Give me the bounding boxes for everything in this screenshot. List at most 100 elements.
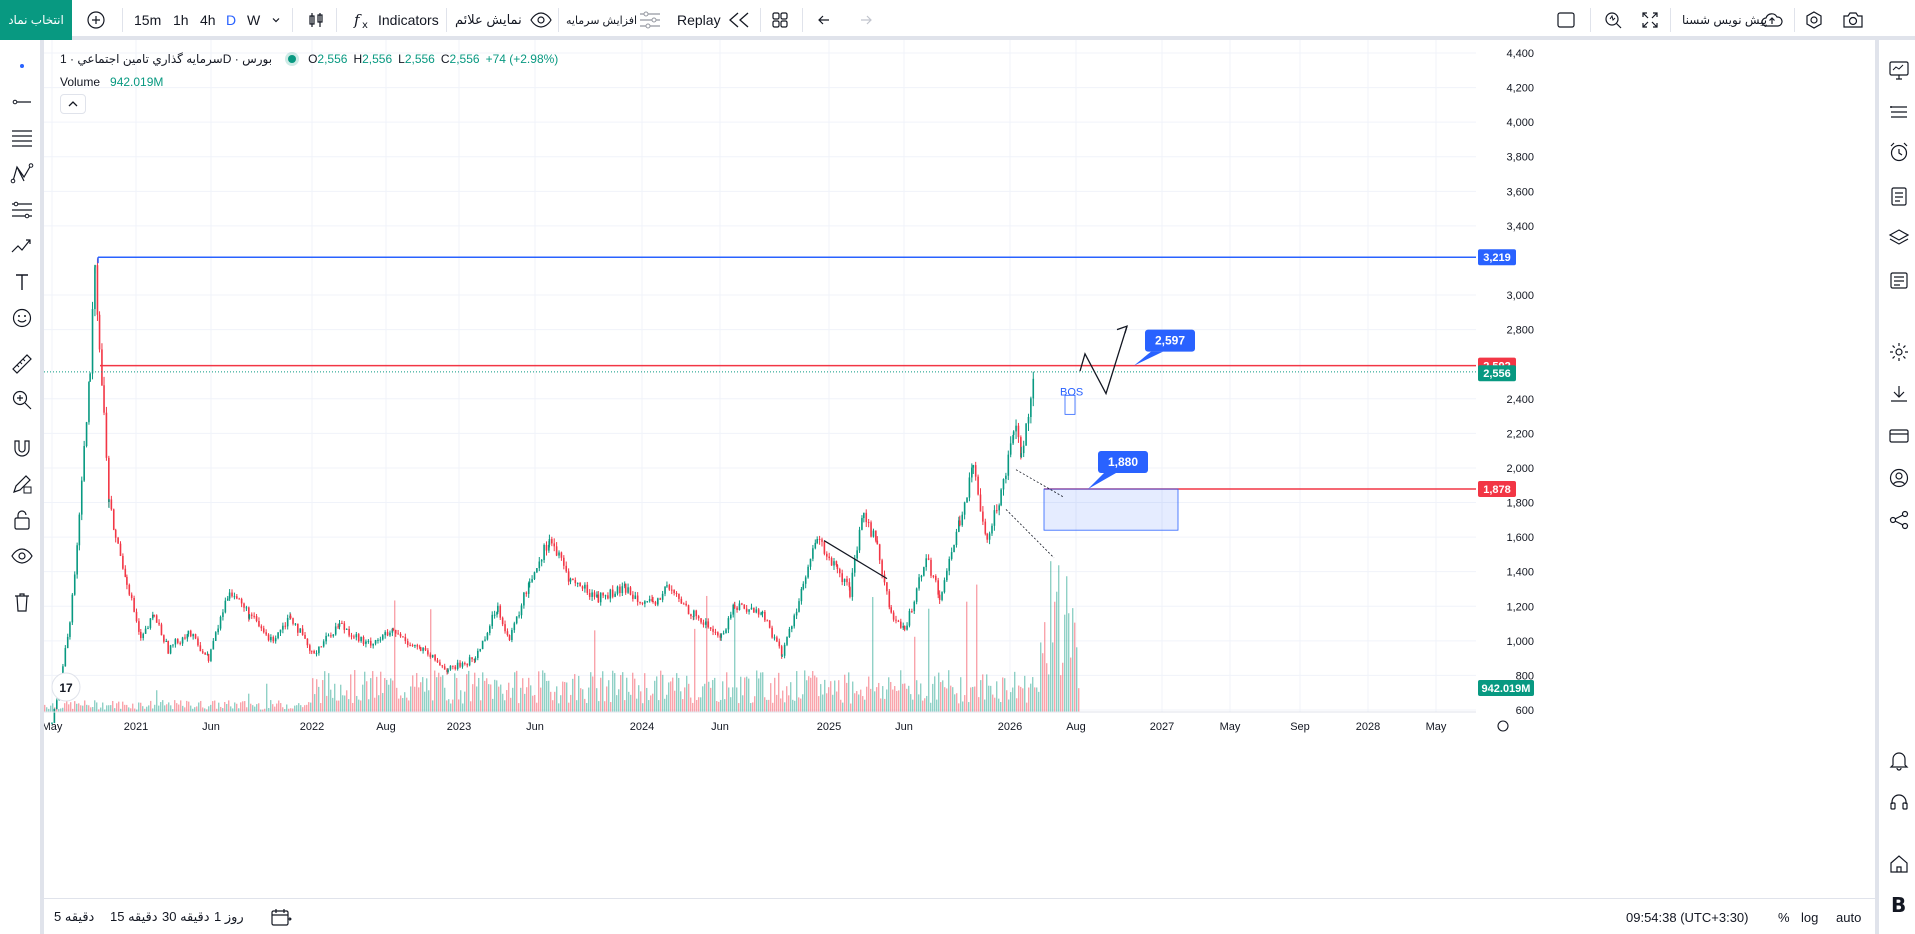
candles-icon[interactable] [306, 0, 326, 40]
volume-bar [878, 682, 880, 712]
headset-icon[interactable] [1885, 788, 1913, 816]
alarm-clock-icon[interactable] [1885, 138, 1913, 166]
volume-label[interactable]: Volume [60, 75, 101, 89]
undo-icon[interactable] [816, 0, 836, 40]
candle-body [158, 622, 160, 625]
add-capital-button[interactable]: افزایش سرمایه [566, 14, 638, 27]
show-signs-button[interactable]: نمایش علائم [455, 12, 522, 27]
candle-body [800, 589, 803, 602]
magnet-icon[interactable] [8, 434, 36, 462]
candle-body [313, 650, 315, 654]
download-icon[interactable] [1885, 380, 1913, 408]
projection-arrow-head [1116, 325, 1128, 334]
volume-bar [1006, 690, 1008, 712]
quick-search-icon[interactable] [1602, 0, 1624, 40]
fib-lines-icon[interactable] [8, 124, 36, 152]
bell-icon[interactable] [1885, 746, 1913, 774]
menu-icon[interactable] [1885, 98, 1913, 126]
layout-grid-icon[interactable] [770, 0, 790, 40]
candle-body [513, 623, 516, 630]
home-icon[interactable] [1885, 850, 1913, 878]
volume-bar [1014, 671, 1016, 712]
settings-hex-icon[interactable] [1804, 0, 1824, 40]
monitor-icon[interactable] [1885, 56, 1913, 84]
user-icon[interactable] [1885, 464, 1913, 492]
interval-w[interactable]: W [247, 12, 261, 28]
volume-bar [764, 697, 766, 712]
plus-circle-icon[interactable] [86, 0, 106, 40]
ruler-icon[interactable] [8, 350, 36, 378]
volume-bar [384, 678, 386, 712]
range-1day[interactable]: 1 روز [214, 909, 244, 924]
indicators-button[interactable]: Indicators [378, 12, 439, 28]
volume-bar [188, 701, 190, 712]
candle-body [374, 640, 377, 644]
interval-15m[interactable]: 15m [134, 12, 162, 28]
settings-icon[interactable] [1885, 338, 1913, 366]
candle-body [89, 373, 91, 382]
brand-b-icon[interactable]: B [1885, 890, 1913, 918]
sliders-icon[interactable] [638, 0, 662, 40]
interval-4h[interactable]: 4h [200, 12, 216, 28]
calendar-icon[interactable] [1885, 182, 1913, 210]
candle-body [184, 637, 186, 639]
candle-body [673, 590, 675, 593]
card-icon[interactable] [1885, 422, 1913, 450]
zoom-in-icon[interactable] [8, 386, 36, 414]
replay-button[interactable]: Replay [677, 12, 721, 28]
text-icon[interactable] [8, 268, 36, 296]
share-icon[interactable] [1885, 506, 1913, 534]
volume-bar [862, 696, 864, 712]
volume-bar [1066, 576, 1068, 712]
interval-1h[interactable]: 1h [173, 12, 189, 28]
fullscreen-icon[interactable] [1640, 0, 1660, 40]
symbol-search-button[interactable]: انتخاب نماد [0, 0, 72, 40]
candle-body [88, 381, 90, 423]
volume-bar [330, 689, 332, 712]
volume-bar [888, 677, 890, 712]
camera-icon[interactable] [1842, 0, 1864, 40]
range-5min[interactable]: 5 دقیقه [54, 909, 95, 924]
pencil-lock-icon[interactable] [8, 470, 36, 498]
volume-bar [696, 699, 698, 712]
brush-icon[interactable] [8, 232, 36, 260]
legend-collapse-button[interactable] [60, 94, 86, 114]
log-toggle[interactable]: log [1801, 909, 1819, 925]
trash-icon[interactable] [8, 588, 36, 616]
candle-body [764, 611, 766, 621]
lock-icon[interactable] [8, 506, 36, 534]
interval-d-active[interactable]: D [226, 12, 237, 28]
projection-icon[interactable] [8, 196, 36, 224]
candle-body [439, 662, 441, 666]
range-15min[interactable]: 15 دقیقه [110, 909, 158, 924]
price-tag-top: 3,219 [1483, 252, 1511, 264]
chevron-down-icon[interactable] [270, 0, 282, 40]
trend-line-icon[interactable] [8, 88, 36, 116]
cloud-upload-icon[interactable] [1760, 0, 1784, 40]
cursor-dot-icon[interactable] [8, 52, 36, 80]
news-icon[interactable] [1885, 266, 1913, 294]
volume-bar [954, 694, 956, 712]
emoji-icon[interactable] [8, 304, 36, 332]
redo-icon[interactable] [854, 0, 874, 40]
auto-toggle[interactable]: auto [1836, 909, 1862, 925]
chart-canvas[interactable]: BOS 2,597 1,880 4,400 4,200 4,000 3,800 3,600 3,… [44, 40, 1875, 894]
eye-icon[interactable] [530, 0, 552, 40]
percent-toggle[interactable]: % [1778, 909, 1790, 925]
square-icon[interactable] [1556, 0, 1576, 40]
eye-icon[interactable] [8, 542, 36, 570]
pattern-icon[interactable] [8, 160, 36, 188]
range-30min[interactable]: 30 دقیقه [162, 909, 210, 924]
layers-icon[interactable] [1885, 224, 1913, 252]
volume-bar [730, 697, 732, 712]
chart-area[interactable]: BOS 2,597 1,880 4,400 4,200 4,000 3,800 3,600 3,… [44, 40, 1875, 894]
rewind-icon[interactable] [727, 0, 751, 40]
volume-bar [320, 703, 322, 712]
time-tick-label: Jun [526, 721, 544, 733]
symbol-title[interactable]: سرمایه گذاري تامین اجتماعي · 1D · بورس [60, 52, 273, 66]
time-tick-label: Aug [1066, 721, 1086, 733]
date-range-icon[interactable] [270, 899, 292, 934]
drafts-button[interactable]: پیش نویس شسنا [1682, 13, 1768, 27]
clock-timezone[interactable]: 09:54:38 (UTC+3:30) [1626, 909, 1749, 925]
